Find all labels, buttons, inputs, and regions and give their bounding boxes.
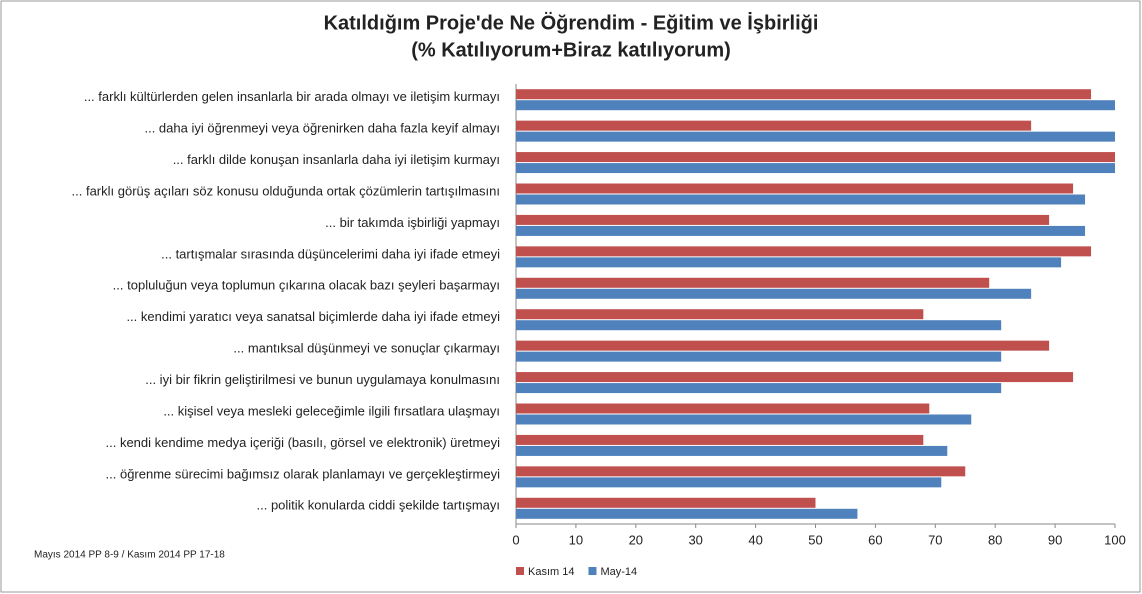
bar: [516, 152, 1115, 163]
bar: [516, 131, 1115, 142]
bar: [516, 89, 1092, 100]
legend-swatch: [516, 567, 524, 575]
category-label: ... farklı görüş açıları söz konusu oldu…: [72, 183, 500, 198]
x-tick-label: 40: [748, 532, 762, 547]
bar: [516, 100, 1115, 111]
x-tick-label: 0: [512, 532, 519, 547]
bar: [516, 351, 1002, 362]
category-label: ... tartışmalar sırasında düşüncelerimi …: [161, 246, 500, 261]
x-tick-label: 60: [868, 532, 882, 547]
bar: [516, 383, 1002, 394]
bar: [516, 120, 1032, 131]
category-label: ... bir takımda işbirliği yapmayı: [325, 215, 500, 230]
bar: [516, 183, 1074, 194]
bar: [516, 414, 972, 425]
bar: [516, 372, 1074, 383]
chart-subtitle: (% Katılıyorum+Biraz katılıyorum): [411, 39, 731, 61]
x-tick-label: 10: [569, 532, 583, 547]
x-tick-label: 80: [988, 532, 1002, 547]
x-tick-label: 50: [808, 532, 822, 547]
bar: [516, 434, 924, 445]
legend-label: May-14: [600, 566, 637, 578]
category-label: ... mantıksal düşünmeyi ve sonuçlar çıka…: [233, 341, 500, 356]
bar: [516, 477, 942, 488]
bar: [516, 246, 1092, 257]
bar: [516, 320, 1002, 331]
x-tick-label: 20: [629, 532, 643, 547]
category-label: ... öğrenme sürecimi bağımsız olarak pla…: [106, 466, 501, 481]
bar: [516, 225, 1086, 236]
bar: [516, 497, 816, 508]
x-tick-label: 70: [928, 532, 942, 547]
bar: [516, 445, 948, 456]
bar: [516, 309, 924, 320]
x-tick-label: 100: [1104, 532, 1126, 547]
bar: [516, 403, 930, 414]
bar: [516, 163, 1115, 174]
category-label: ... iyi bir fikrin geliştirilmesi ve bun…: [145, 372, 500, 387]
bar: [516, 508, 858, 519]
bar: [516, 214, 1050, 225]
category-label: ... topluluğun veya toplumun çıkarına ol…: [113, 278, 500, 293]
category-label: ... farklı dilde konuşan insanlarla daha…: [173, 152, 500, 167]
legend-swatch: [588, 567, 597, 575]
legend-label: Kasım 14: [528, 566, 574, 578]
category-label: ... farklı kültürlerden gelen insanlarla…: [84, 89, 500, 104]
x-tick-label: 90: [1048, 532, 1062, 547]
bar: [516, 466, 966, 477]
category-label: ... politik konularda ciddi şekilde tart…: [257, 498, 501, 513]
bar: [516, 288, 1032, 299]
bar: [516, 194, 1086, 205]
source-note: Mayıs 2014 PP 8-9 / Kasım 2014 PP 17-18: [34, 550, 225, 561]
bar: [516, 257, 1062, 268]
bar: [516, 340, 1050, 351]
category-label: ... kişisel veya mesleki geleceğimle ilg…: [163, 403, 500, 418]
category-label: ... kendimi yaratıcı veya sanatsal biçim…: [126, 309, 500, 324]
category-label: ... daha iyi öğrenmeyi veya öğrenirken d…: [144, 121, 500, 136]
category-label: ... kendi kendime medya içeriği (basılı,…: [106, 435, 501, 450]
chart-title: Katıldığım Proje'de Ne Öğrendim - Eğitim…: [324, 11, 819, 34]
x-tick-label: 30: [688, 532, 702, 547]
bar: [516, 277, 990, 288]
